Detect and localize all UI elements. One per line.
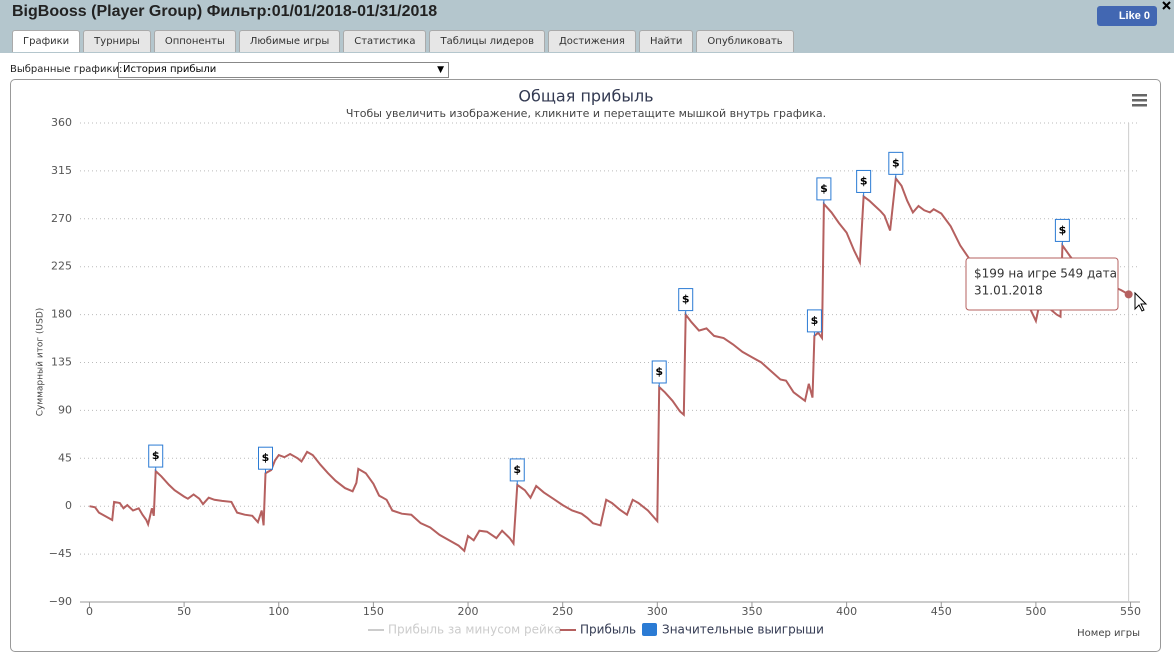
flag-label: $ — [860, 174, 868, 187]
tab[interactable]: Опубликовать — [696, 30, 794, 52]
cursor — [1134, 291, 1148, 312]
legend-swatch — [642, 623, 657, 636]
y-tick-label: 360 — [51, 116, 72, 129]
legend-label[interactable]: Значительные выигрыши — [662, 623, 824, 637]
y-tick-label: 315 — [51, 164, 72, 177]
y-tick-label: 135 — [51, 356, 72, 369]
flag-label: $ — [655, 365, 663, 378]
x-tick-label: 300 — [647, 605, 668, 618]
flag-label: $ — [152, 449, 160, 462]
tab[interactable]: Оппоненты — [153, 30, 236, 52]
selector-value[interactable]: История прибыли — [123, 64, 217, 75]
x-tick-label: 0 — [86, 605, 93, 618]
flag — [856, 169, 872, 193]
y-axis-title: Суммарный итог (USD) — [36, 308, 46, 417]
y-tick-label: 90 — [58, 403, 72, 416]
flag — [816, 177, 832, 201]
flag-label: $ — [892, 156, 900, 169]
flag-label: $ — [811, 314, 819, 327]
tab[interactable]: Таблицы лидеров — [429, 30, 545, 52]
tab[interactable]: Статистика — [343, 30, 427, 52]
x-tick-label: 200 — [458, 605, 479, 618]
tab[interactable]: Любимые игры — [238, 30, 341, 52]
flag — [148, 444, 164, 468]
x-tick-label: 450 — [931, 605, 952, 618]
y-tick-label: 270 — [51, 212, 72, 225]
legend-label[interactable]: Прибыль — [580, 623, 636, 637]
window-title: BigBooss (Player Group) Фильтр:01/01/201… — [12, 3, 438, 20]
y-tick-label: −90 — [49, 595, 72, 608]
tooltip-text: 31.01.2018 — [974, 284, 1043, 298]
x-tick-label: 550 — [1120, 605, 1141, 618]
tab[interactable]: Графики — [12, 30, 81, 52]
x-tick-label: 100 — [268, 605, 289, 618]
chart-subtitle: Чтобы увеличить изображение, кликните и … — [346, 107, 826, 120]
like-button[interactable]: Like 0 — [1097, 6, 1157, 26]
header: BigBooss (Player Group) Фильтр:01/01/201… — [0, 0, 1174, 53]
hover-point — [1124, 290, 1133, 299]
x-tick-label: 500 — [1025, 605, 1046, 618]
y-tick-label: 180 — [51, 308, 72, 321]
y-tick-label: −45 — [49, 547, 72, 560]
menu-icon[interactable] — [1132, 94, 1147, 107]
like-text[interactable]: Like 0 — [1118, 10, 1150, 22]
chart-title: Общая прибыль — [518, 87, 653, 106]
flag-label: $ — [262, 451, 270, 464]
flag — [1054, 218, 1070, 242]
tooltip-box — [965, 257, 1119, 311]
tooltip-text: $199 на игре 549 дата — [974, 267, 1117, 281]
flag — [806, 309, 822, 333]
legend-label[interactable]: Прибыль за минусом рейка — [388, 623, 561, 637]
x-tick-label: 250 — [552, 605, 573, 618]
tab[interactable]: Достижения — [547, 30, 636, 52]
close-icon[interactable] — [1162, 1, 1171, 10]
flag — [509, 458, 525, 482]
tooltip: $199 на игре 549 дата 31.01.2018 — [965, 257, 1119, 311]
selector-label: Выбранные графики: — [10, 64, 123, 75]
flag-label: $ — [513, 463, 521, 476]
flag — [651, 360, 667, 384]
x-tick-label: 150 — [363, 605, 384, 618]
tabs: Графики Турниры Оппоненты Любимые игры Стати… — [12, 30, 794, 52]
flag — [888, 151, 904, 175]
flag-label: $ — [1059, 223, 1067, 236]
x-tick-label: 50 — [177, 605, 191, 618]
y-tick-label: 225 — [51, 260, 72, 273]
chart-panel — [10, 79, 1161, 652]
flag-label: $ — [820, 182, 828, 195]
dropdown-arrow[interactable]: ▼ — [437, 65, 444, 75]
x-tick-label: 350 — [741, 605, 762, 618]
x-axis-title: Номер игры — [1077, 628, 1140, 639]
flag — [258, 446, 273, 470]
flag — [678, 288, 694, 312]
flag-label: $ — [682, 293, 690, 306]
profit-line — [89, 175, 1130, 553]
y-tick-label: 45 — [58, 451, 72, 464]
selector[interactable]: История прибыли ▼ — [118, 62, 449, 78]
x-tick-label: 400 — [836, 605, 857, 618]
tab[interactable]: Найти — [638, 30, 694, 52]
tab[interactable]: Турниры — [83, 30, 151, 52]
y-tick-label: 0 — [65, 499, 72, 512]
